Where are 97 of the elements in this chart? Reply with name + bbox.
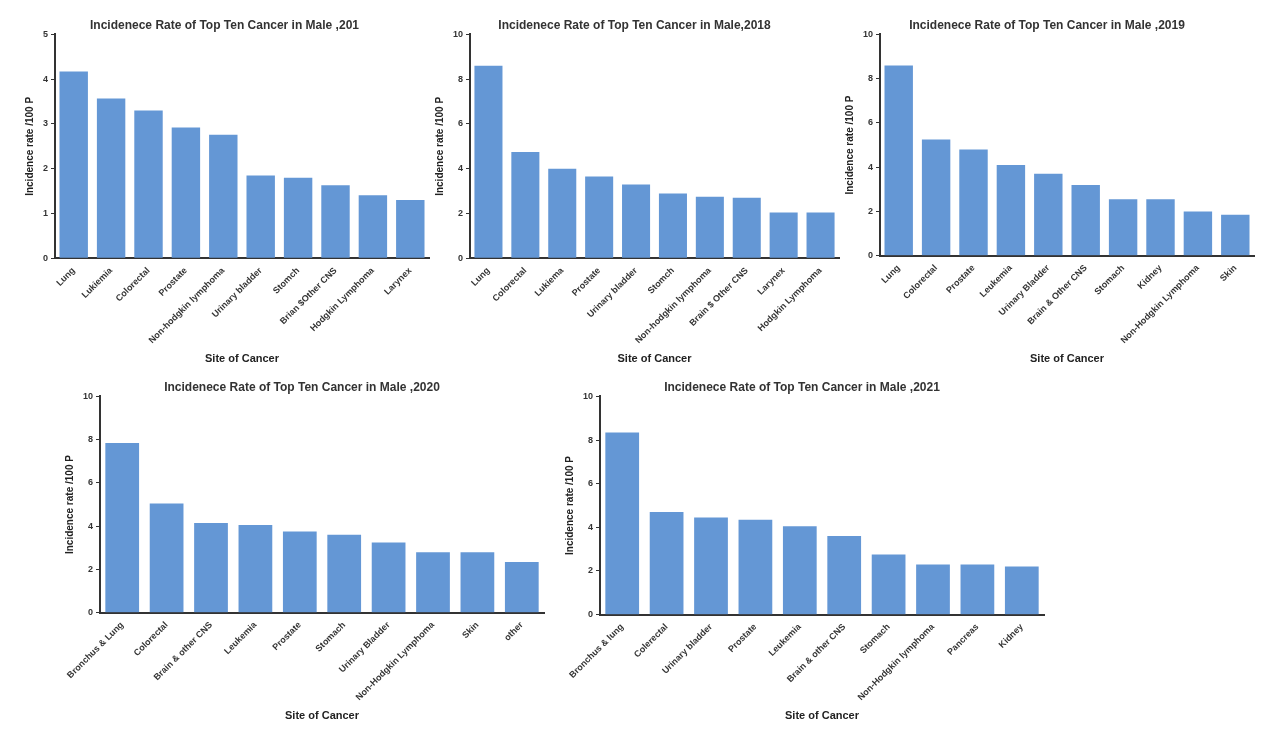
- bar: [238, 525, 273, 613]
- bar: [194, 522, 228, 613]
- y-tick-label: 0: [42, 252, 49, 263]
- x-axis-title: Site of Cancer: [285, 709, 360, 722]
- bar: [504, 561, 539, 613]
- bar: [694, 517, 728, 615]
- y-tick-label: 2: [458, 208, 464, 219]
- chart-title: Incidenece Rate of Top Ten Cancer in Male ,2019: [909, 17, 1186, 32]
- bar: [548, 168, 577, 258]
- bar: [695, 196, 724, 258]
- y-axis-title: Incidence rate /100 P: [563, 455, 575, 555]
- bar: [246, 175, 275, 258]
- bar: [884, 65, 913, 256]
- y-tick-label: 6: [868, 117, 874, 128]
- bar: [916, 564, 950, 615]
- y-tick-label: 4: [42, 73, 49, 84]
- y-tick-label: 0: [88, 607, 94, 618]
- chart-title: Incidenece Rate of Top Ten Cancer in Male ,201: [90, 17, 360, 32]
- y-tick-label: 6: [588, 478, 594, 489]
- chart-title: Incidenece Rate of Top Ten Cancer in Male ,2020: [164, 379, 441, 394]
- x-tick-label: Skin: [460, 619, 481, 641]
- y-tick-label: 4: [458, 163, 464, 174]
- x-axis-title: Site of Cancer: [785, 709, 860, 722]
- bar: [605, 432, 640, 615]
- bar: [921, 139, 951, 256]
- bar: [460, 552, 495, 613]
- y-tick-label: 2: [88, 563, 94, 574]
- bar: [1183, 211, 1213, 256]
- y-tick-label: 4: [88, 520, 94, 531]
- bar: [1146, 199, 1175, 256]
- y-tick-label: 4: [588, 521, 594, 532]
- y-tick-label: 8: [458, 73, 464, 84]
- y-axis-title: Incidence rate /100 P: [23, 96, 35, 196]
- bar: [658, 193, 687, 258]
- bar: [171, 127, 201, 258]
- bar: [321, 185, 350, 258]
- bar: [149, 503, 184, 613]
- x-axis-title: Site of Cancer: [1030, 352, 1105, 365]
- y-tick-label: 2: [42, 163, 49, 174]
- bar: [59, 71, 88, 258]
- bar: [134, 110, 163, 258]
- bar: [960, 564, 995, 615]
- y-tick-label: 0: [458, 252, 464, 263]
- bar: [782, 526, 817, 615]
- x-axis-title: Site of Cancer: [205, 352, 280, 365]
- bar: [622, 184, 651, 258]
- y-tick-label: 6: [458, 118, 464, 129]
- bar: [474, 65, 503, 258]
- bar: [371, 542, 406, 613]
- bar: [827, 536, 862, 615]
- bar: [96, 98, 126, 258]
- bar: [511, 151, 540, 258]
- y-axis-title: Incidence rate /100 P: [843, 95, 855, 195]
- bar: [358, 195, 388, 258]
- y-axis-title: Incidence rate /100 P: [63, 454, 75, 555]
- y-tick-label: 10: [453, 28, 464, 39]
- y-tick-label: 10: [83, 390, 94, 401]
- y-tick-label: 4: [868, 161, 874, 172]
- y-tick-label: 5: [42, 28, 49, 39]
- chart-title: Incidenece Rate of Top Ten Cancer in Male,2018: [498, 17, 771, 32]
- bar: [209, 134, 238, 258]
- bar: [996, 164, 1026, 256]
- bar: [871, 554, 906, 615]
- bar: [1071, 184, 1100, 256]
- y-tick-label: 3: [42, 118, 49, 129]
- y-tick-label: 1: [42, 208, 49, 219]
- bar: [283, 177, 313, 258]
- y-tick-label: 8: [868, 73, 874, 84]
- bar: [105, 442, 140, 613]
- y-tick-label: 0: [588, 609, 594, 620]
- y-tick-label: 8: [88, 434, 94, 445]
- y-axis-title: Incidence rate /100 P: [433, 96, 445, 196]
- x-axis-title: Site of Cancer: [617, 352, 693, 365]
- bar: [806, 212, 835, 258]
- chart-title: Incidenece Rate of Top Ten Cancer in Male ,2021: [664, 379, 941, 394]
- bar: [1221, 214, 1250, 256]
- bar: [1108, 199, 1138, 256]
- bar: [282, 531, 317, 613]
- y-tick-label: 2: [588, 565, 594, 576]
- y-tick-label: 2: [868, 205, 874, 216]
- bar: [959, 149, 988, 256]
- bar: [732, 197, 761, 258]
- y-tick-label: 10: [863, 28, 874, 39]
- bar: [738, 519, 773, 615]
- y-tick-label: 10: [583, 390, 594, 401]
- bar: [769, 212, 798, 258]
- bar: [416, 552, 450, 613]
- x-tick-label: Skin: [1217, 262, 1239, 284]
- y-tick-label: 6: [88, 477, 94, 488]
- bar: [1004, 566, 1039, 615]
- bar: [396, 200, 425, 258]
- y-tick-label: 8: [588, 434, 594, 445]
- y-tick-label: 0: [868, 250, 874, 261]
- bar: [327, 534, 362, 613]
- bar: [1034, 173, 1063, 256]
- bar: [649, 512, 684, 615]
- bar: [585, 176, 614, 258]
